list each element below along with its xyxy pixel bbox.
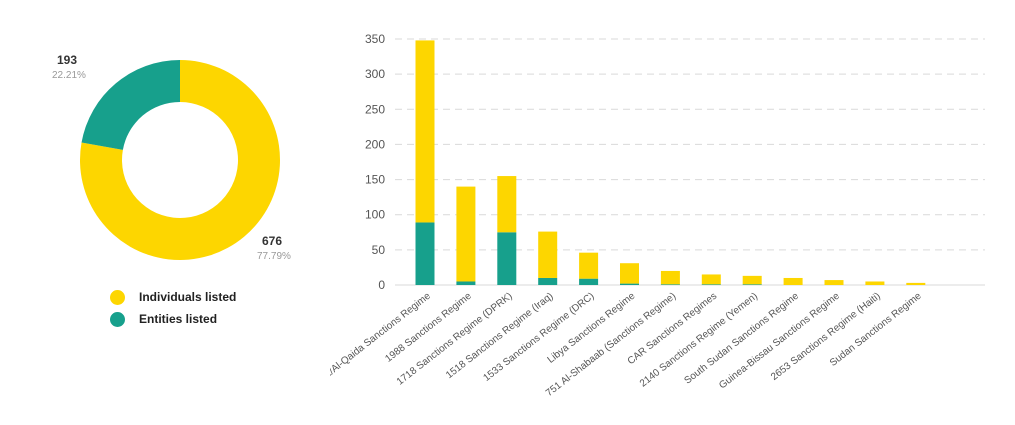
- bar-individuals-6[interactable]: [660, 270, 680, 285]
- donut-slice-entities[interactable]: [81, 60, 180, 150]
- bar-individuals-0[interactable]: [415, 40, 435, 223]
- legend-item-individuals[interactable]: Individuals listed: [110, 286, 236, 308]
- donut-svg: [79, 60, 280, 260]
- bar-individuals-8[interactable]: [742, 275, 762, 285]
- bar-entities-3[interactable]: [538, 277, 558, 285]
- bar-individuals-10[interactable]: [824, 280, 844, 285]
- bar-individuals-3[interactable]: [538, 231, 558, 278]
- y-tick-label: 0: [378, 278, 385, 292]
- bar-entities-0[interactable]: [415, 222, 435, 285]
- y-tick-label: 200: [365, 137, 385, 151]
- bar-individuals-5[interactable]: [620, 263, 639, 284]
- entities-percent-label: 22.21%: [52, 70, 86, 81]
- y-tick-label: 350: [365, 32, 385, 46]
- legend-label-entities: Entities listed: [139, 312, 218, 326]
- y-tick-label: 300: [365, 67, 385, 81]
- bar-entities-1[interactable]: [456, 281, 476, 285]
- y-tick-label: 100: [365, 208, 385, 222]
- entities-value-label: 193: [57, 53, 78, 67]
- individuals-value-label: 676: [262, 234, 283, 248]
- bar-individuals-7[interactable]: [701, 274, 721, 285]
- bar-entities-2[interactable]: [497, 232, 517, 285]
- bar-entities-8[interactable]: [742, 284, 762, 285]
- bar-entities-7[interactable]: [701, 284, 721, 285]
- bar-entities-4[interactable]: [579, 278, 599, 285]
- legend: Individuals listed Entities listed: [110, 286, 236, 330]
- legend-item-entities[interactable]: Entities listed: [110, 308, 236, 330]
- y-tick-label: 250: [365, 102, 385, 116]
- individuals-percent-label: 77.79%: [257, 251, 291, 262]
- y-tick-label: 150: [365, 173, 385, 187]
- bar-entities-6[interactable]: [660, 284, 680, 285]
- bar-individuals-11[interactable]: [865, 281, 885, 285]
- legend-label-individuals: Individuals listed: [139, 290, 237, 304]
- donut-chart: 193 22.21% 676 77.79% Individuals listed…: [0, 0, 330, 425]
- bar-individuals-2[interactable]: [497, 176, 517, 233]
- bar-entities-5[interactable]: [620, 283, 639, 285]
- bar-individuals-4[interactable]: [579, 252, 599, 279]
- individuals-swatch-icon: [110, 289, 125, 305]
- y-tick-label: 50: [372, 243, 386, 257]
- entities-swatch-icon: [110, 311, 125, 327]
- bar-individuals-12[interactable]: [906, 282, 926, 285]
- bar-individuals-1[interactable]: [456, 186, 476, 282]
- donut-slice-individuals[interactable]: [79, 60, 280, 260]
- bar-individuals-9[interactable]: [783, 277, 803, 285]
